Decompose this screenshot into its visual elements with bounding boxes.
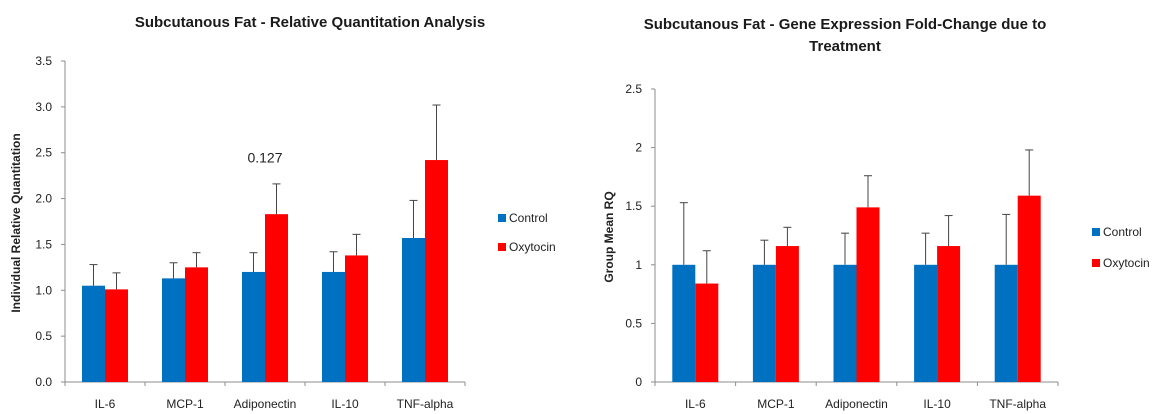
bar-oxytocin-il-6 xyxy=(105,289,128,382)
y-tick-label: 0.5 xyxy=(35,329,52,343)
bar-oxytocin-tnf-alpha xyxy=(1017,195,1041,382)
x-category-label: TNF-alpha xyxy=(397,397,454,411)
y-tick-label: 3.5 xyxy=(35,54,52,68)
bar-oxytocin-il-10 xyxy=(937,246,961,382)
legend-swatch-oxytocin xyxy=(1092,259,1100,267)
chart1-title: Subcutanous Fat - Relative Quantitation … xyxy=(134,14,486,31)
y-tick-label: 2.0 xyxy=(35,192,52,206)
bar-oxytocin-mcp-1 xyxy=(775,246,799,382)
legend-swatch-control xyxy=(1092,228,1100,236)
legend-swatch-oxytocin xyxy=(498,243,506,251)
x-category-label: Adiponectin xyxy=(234,397,297,411)
bar-oxytocin-adiponectin xyxy=(265,214,288,382)
bar-oxytocin-il-6 xyxy=(695,283,719,382)
legend-label-oxytocin: Oxytocin xyxy=(1103,256,1150,270)
legend-label-control: Control xyxy=(1103,225,1142,239)
y-tick-label: 2.5 xyxy=(625,82,642,96)
y-tick-label: 0.5 xyxy=(625,316,642,330)
bar-control-il-10 xyxy=(322,271,345,382)
y-tick-label: 1.5 xyxy=(625,199,642,213)
x-category-label: IL-10 xyxy=(923,397,951,411)
legend-label-oxytocin: Oxytocin xyxy=(509,240,556,254)
x-category-label: IL-10 xyxy=(331,397,359,411)
bar-control-adiponectin xyxy=(833,264,857,382)
x-category-label: MCP-1 xyxy=(166,397,204,411)
p-value-annotation: 0.127 xyxy=(247,149,282,165)
bar-control-tnf-alpha xyxy=(402,238,425,382)
bar-control-il-6 xyxy=(672,264,696,382)
y-axis-label: Individual Relative Quantitation xyxy=(9,133,23,312)
bar-control-mcp-1 xyxy=(162,278,185,382)
chart2-title: Subcutanous Fat - Gene Expression Fold-C… xyxy=(643,16,1047,55)
y-tick-label: 0 xyxy=(635,375,642,389)
y-tick-label: 2.5 xyxy=(35,146,52,160)
x-category-label: MCP-1 xyxy=(757,397,795,411)
bar-oxytocin-adiponectin xyxy=(856,207,880,382)
legend-swatch-control xyxy=(498,214,506,222)
x-category-label: Adiponectin xyxy=(825,397,888,411)
bar-control-tnf-alpha xyxy=(994,264,1018,382)
bar-control-il-10 xyxy=(914,264,938,382)
y-tick-label: 1 xyxy=(635,258,642,272)
y-tick-label: 1.0 xyxy=(35,283,52,297)
bar-oxytocin-tnf-alpha xyxy=(425,160,448,382)
bar-control-il-6 xyxy=(82,285,105,382)
x-category-label: TNF-alpha xyxy=(989,397,1046,411)
bar-control-mcp-1 xyxy=(752,264,776,382)
y-axis-label: Group Mean RQ xyxy=(602,191,616,282)
bar-oxytocin-mcp-1 xyxy=(185,267,208,382)
bar-control-adiponectin xyxy=(242,271,265,382)
y-tick-label: 2 xyxy=(635,141,642,155)
x-category-label: IL-6 xyxy=(685,397,706,411)
y-tick-label: 3.0 xyxy=(35,100,52,114)
y-tick-label: 0.0 xyxy=(35,375,52,389)
legend-label-control: Control xyxy=(509,211,548,225)
bar-oxytocin-il-10 xyxy=(345,255,368,382)
y-tick-label: 1.5 xyxy=(35,237,52,251)
x-category-label: IL-6 xyxy=(95,397,116,411)
